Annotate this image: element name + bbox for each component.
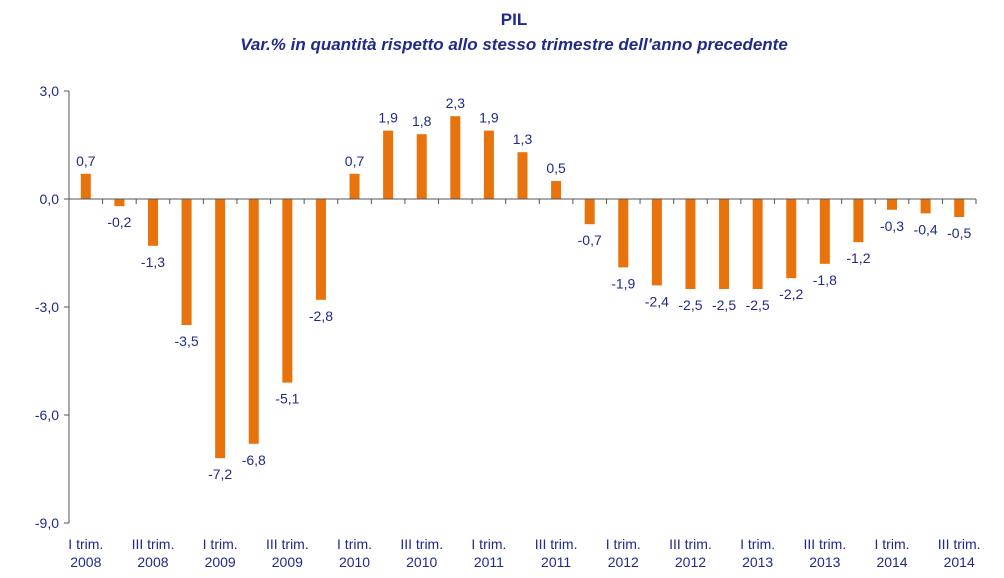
- bar: [517, 152, 528, 199]
- data-label: -1,8: [813, 272, 837, 288]
- data-label: -7,2: [208, 466, 232, 482]
- x-tick-label: I trim.: [68, 536, 103, 552]
- data-label: -1,9: [611, 275, 635, 291]
- x-tick-label: III trim.: [803, 536, 846, 552]
- x-tick-label-year: 2010: [339, 554, 370, 570]
- chart-subtitle: Var.% in quantità rispetto allo stesso t…: [240, 35, 788, 54]
- data-label: -2,5: [678, 297, 702, 313]
- x-tick-label: I trim.: [337, 536, 372, 552]
- data-label: -5,1: [275, 391, 299, 407]
- data-label: -3,5: [175, 333, 199, 349]
- x-tick-label-year: 2009: [272, 554, 303, 570]
- x-tick-label: III trim.: [669, 536, 712, 552]
- bar: [752, 199, 763, 289]
- bar: [719, 199, 730, 289]
- x-tick-label: I trim.: [606, 536, 641, 552]
- x-tick-label-year: 2013: [742, 554, 773, 570]
- bar: [618, 199, 629, 268]
- x-tick-label-year: 2014: [944, 554, 975, 570]
- bar: [215, 199, 226, 459]
- bar: [584, 199, 595, 225]
- x-axis: I trim. 2008 III trim. 2008 I trim. 2009 III t…: [68, 198, 981, 570]
- bar: [651, 199, 662, 286]
- data-label: 1,8: [412, 113, 432, 129]
- y-tick-label: 0,0: [40, 191, 60, 207]
- bar: [282, 199, 293, 383]
- x-tick-label: III trim.: [266, 536, 309, 552]
- x-tick-label: I trim.: [203, 536, 238, 552]
- x-tick-label-year: 2008: [70, 554, 101, 570]
- data-label: -2,5: [746, 297, 770, 313]
- bar: [114, 199, 125, 207]
- bar: [920, 199, 931, 214]
- bar: [383, 130, 394, 199]
- x-tick-label: III trim.: [400, 536, 443, 552]
- x-tick-label: III trim.: [535, 536, 578, 552]
- x-tick-label: I trim.: [875, 536, 910, 552]
- x-tick-label-year: 2011: [541, 554, 571, 570]
- bar: [819, 199, 830, 264]
- data-label: -2,5: [712, 297, 736, 313]
- data-label: 0,5: [546, 160, 566, 176]
- bar: [416, 134, 427, 199]
- data-label: -1,3: [141, 254, 165, 270]
- data-label: 1,9: [378, 110, 398, 126]
- x-tick-label: I trim.: [471, 536, 506, 552]
- x-tick-label-year: 2008: [137, 554, 168, 570]
- data-label: -2,2: [779, 286, 803, 302]
- y-tick-label: -9,0: [35, 515, 59, 531]
- y-axis: 3,0 0,0 -3,0 -6,0 -9,0: [35, 83, 70, 531]
- x-tick-label-year: 2011: [474, 554, 504, 570]
- data-label: -2,4: [645, 293, 669, 309]
- bar: [80, 173, 91, 199]
- bar: [248, 199, 259, 444]
- bar: [685, 199, 696, 289]
- data-label: -2,8: [309, 308, 333, 324]
- data-label: -6,8: [242, 452, 266, 468]
- y-tick-label: 3,0: [40, 83, 60, 99]
- x-tick-label-year: 2012: [608, 554, 639, 570]
- bar: [483, 130, 494, 199]
- data-label: -0,7: [578, 232, 602, 248]
- bar: [147, 199, 158, 246]
- bar: [349, 173, 360, 199]
- data-label: -0,5: [947, 225, 971, 241]
- data-label: 1,9: [479, 110, 499, 126]
- bar: [181, 199, 192, 325]
- data-label: -0,2: [107, 214, 131, 230]
- y-tick-label: -6,0: [35, 407, 59, 423]
- x-tick-label-year: 2010: [406, 554, 437, 570]
- bar: [786, 199, 797, 279]
- x-tick-label-year: 2009: [205, 554, 236, 570]
- bar: [954, 199, 965, 217]
- chart-title: PIL: [501, 10, 527, 29]
- bar: [450, 116, 461, 199]
- data-label: 0,7: [345, 153, 365, 169]
- x-tick-label-year: 2013: [809, 554, 840, 570]
- data-label: 2,3: [446, 95, 466, 111]
- bar: [551, 181, 562, 199]
- bar: [853, 199, 864, 243]
- x-tick-label-year: 2012: [675, 554, 706, 570]
- bar: [315, 199, 326, 300]
- x-tick-label: III trim.: [938, 536, 981, 552]
- bar: [887, 199, 898, 210]
- data-labels: 0,7 -0,2 -1,3 -3,5 -7,2 -6,8 -5,1 -2,8 0,7 1,9 1,8…: [76, 95, 971, 482]
- data-label: -1,2: [846, 250, 870, 266]
- y-tick-label: -3,0: [35, 299, 59, 315]
- data-label: 1,3: [513, 131, 533, 147]
- x-tick-label-year: 2014: [876, 554, 907, 570]
- x-tick-label: I trim.: [740, 536, 775, 552]
- bars: [80, 116, 965, 459]
- data-label: 0,7: [76, 153, 96, 169]
- data-label: -0,4: [914, 221, 938, 237]
- x-tick-label: III trim.: [132, 536, 175, 552]
- data-label: -0,3: [880, 218, 904, 234]
